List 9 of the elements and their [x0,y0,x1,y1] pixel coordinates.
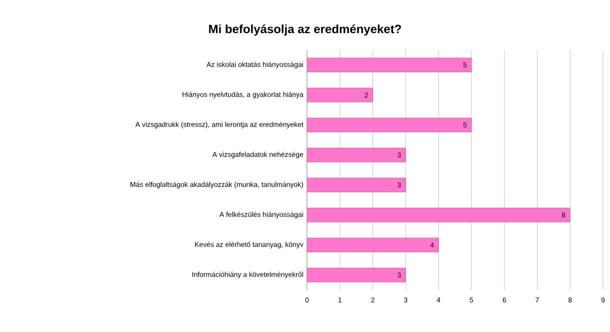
chart-title: Mi befolyásolja az eredményeket? [209,24,401,36]
bar [307,268,406,282]
bar [307,118,472,132]
bar [307,58,472,72]
bar [307,238,439,252]
bar [307,148,406,162]
bar [307,88,373,102]
bar [307,208,570,222]
bar [307,178,406,192]
